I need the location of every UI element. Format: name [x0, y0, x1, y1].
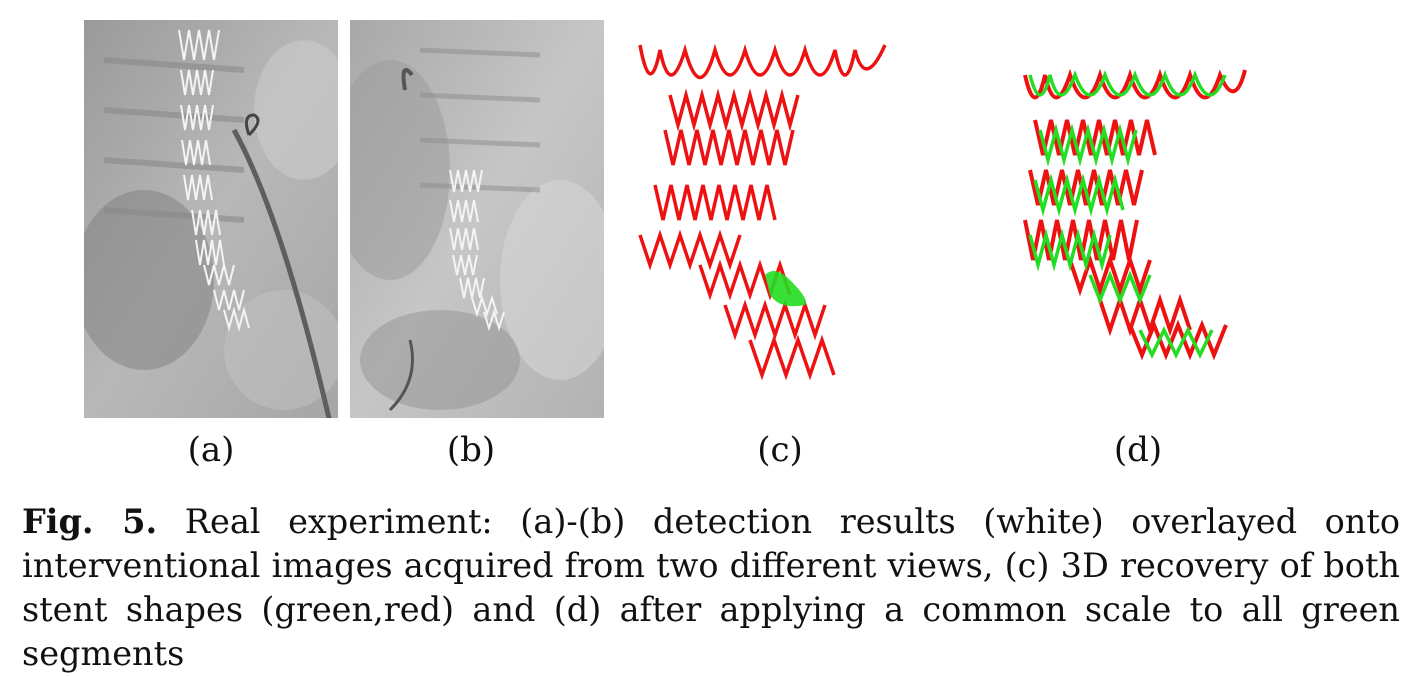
figure-label: Fig. 5. — [22, 502, 158, 541]
label-a: (a) — [187, 430, 235, 470]
reconstruction-d — [1010, 20, 1310, 380]
label-c: (c) — [757, 430, 803, 470]
label-b: (b) — [446, 430, 496, 470]
xray-image-a — [84, 20, 338, 418]
figure-caption: Fig. 5. Real experiment: (a)-(b) detecti… — [22, 500, 1400, 676]
reconstruction-c — [630, 20, 930, 400]
xray-image-b — [350, 20, 604, 418]
label-d: (d) — [1113, 430, 1163, 470]
caption-text: Real experiment: (a)-(b) detection resul… — [22, 502, 1401, 673]
